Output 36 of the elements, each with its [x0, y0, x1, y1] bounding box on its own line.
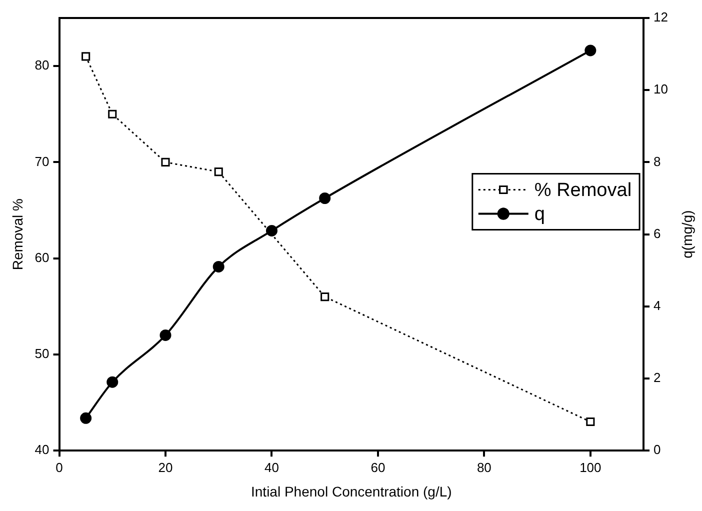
point: [161, 158, 170, 166]
point: [108, 110, 117, 118]
point: [214, 168, 223, 176]
y-tick-label: 60: [34, 250, 50, 265]
y2-tick-label: 12: [654, 10, 668, 25]
point: [586, 417, 595, 426]
y2-tick-label: 4: [654, 298, 661, 313]
y-tick-label: 80: [34, 58, 50, 73]
x-axis-title: Intial Phenol Concentration (g/L): [251, 483, 452, 500]
y-tick-label: 70: [34, 154, 50, 169]
point: [160, 329, 172, 341]
y2-axis-title: q(mg/g): [678, 210, 695, 258]
legend-label: q: [534, 204, 545, 225]
legend-label: % Removal: [534, 180, 632, 201]
point: [584, 44, 596, 56]
x-tick-label: 20: [158, 460, 173, 475]
y-axis-title: Removal %: [9, 198, 26, 270]
y2-tick-label: 10: [654, 82, 668, 97]
point: [80, 412, 92, 424]
point: [82, 52, 90, 61]
point: [319, 192, 331, 204]
x-tick-label: 80: [476, 460, 492, 475]
x-tick-label: 60: [370, 460, 386, 475]
y-tick-label: 50: [34, 346, 50, 362]
x-tick-label: 100: [580, 460, 602, 475]
point: [106, 376, 118, 388]
x-tick-label: 40: [264, 460, 279, 475]
x-tick-label: 0: [56, 460, 63, 475]
y2-tick-label: 0: [654, 442, 661, 458]
point: [212, 260, 224, 272]
y2-tick-label: 6: [654, 226, 661, 241]
point: [266, 224, 278, 236]
point: [320, 292, 330, 302]
y2-tick-label: 2: [654, 370, 661, 386]
y-tick-label: 40: [34, 442, 50, 458]
y2-tick-label: 8: [654, 154, 661, 169]
